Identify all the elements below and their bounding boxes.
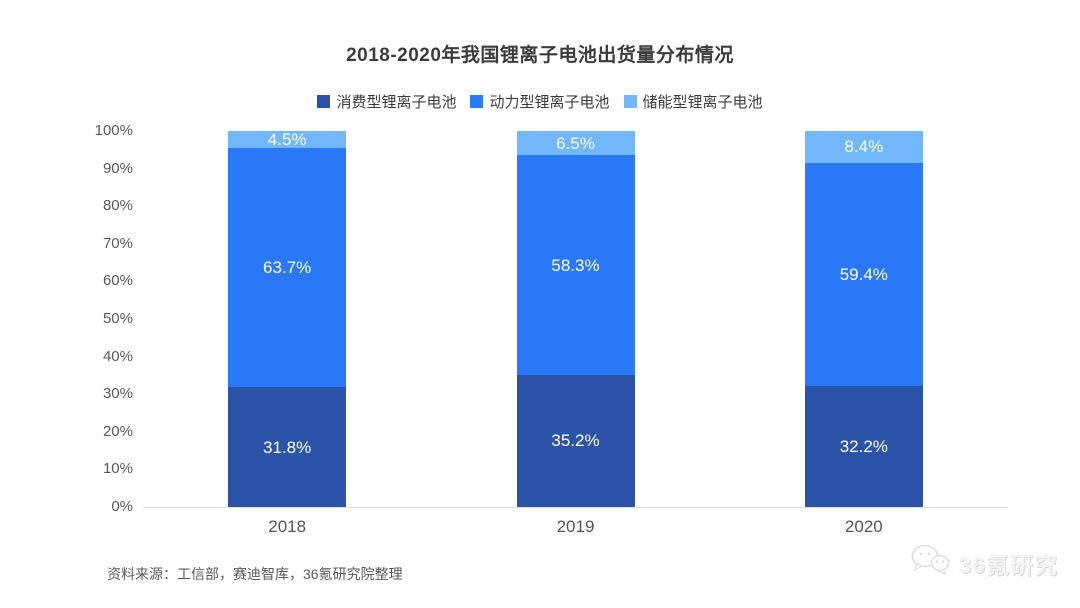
plot-area: 31.8% 63.7% 4.5% 35.2% 58.3% 6.5% 32.2% 59.4% 8.… bbox=[143, 131, 1008, 508]
bar-segment: 58.3% bbox=[516, 155, 635, 375]
y-axis-tick-label: 40% bbox=[102, 347, 133, 365]
y-axis-tick-label: 0% bbox=[111, 498, 133, 515]
watermark-label: 36氪研究 bbox=[958, 551, 1058, 578]
bar-segment: 8.4% bbox=[804, 131, 923, 163]
bar-segment-label: 63.7% bbox=[263, 258, 312, 278]
y-axis-tick-label: 90% bbox=[102, 159, 133, 177]
x-axis-label: 2018 bbox=[268, 517, 307, 536]
legend-item-2: 储能型锂离子电池 bbox=[623, 91, 763, 112]
x-axis-label: 2019 bbox=[556, 517, 595, 536]
chart-title: 2018-2020年我国锂离子电池出货量分布情况 bbox=[346, 45, 734, 66]
bar-segment-label: 58.3% bbox=[551, 255, 600, 275]
legend-label: 动力型锂离子电池 bbox=[489, 94, 610, 111]
legend-swatch-icon bbox=[317, 95, 331, 108]
bar-2018: 31.8% 63.7% 4.5% bbox=[228, 129, 347, 507]
y-axis-tick-label: 20% bbox=[102, 422, 133, 440]
y-axis-tick-label: 30% bbox=[102, 385, 133, 403]
legend-item-1: 动力型锂离子电池 bbox=[470, 91, 610, 112]
bar-segment: 59.4% bbox=[804, 162, 923, 386]
bar-segment-label: 59.4% bbox=[839, 264, 888, 284]
bar-segment: 6.5% bbox=[516, 131, 635, 156]
bar-segment-label: 32.2% bbox=[839, 436, 888, 456]
bar-segment: 32.2% bbox=[804, 385, 923, 507]
watermark: 36氪研究 bbox=[910, 543, 1058, 582]
wechat-icon bbox=[910, 543, 950, 582]
bar-segment: 63.7% bbox=[228, 147, 347, 388]
y-axis-tick-label: 10% bbox=[102, 460, 133, 478]
bar-segment-label: 35.2% bbox=[551, 431, 600, 451]
y-axis-tick-label: 50% bbox=[102, 310, 133, 327]
y-axis: 0% 10% 20% 30% 40% 50% 60% 70% 80% 90% 100% bbox=[88, 122, 133, 515]
legend-label: 消费型锂离子电池 bbox=[336, 94, 457, 111]
y-axis-tick-label: 80% bbox=[102, 197, 133, 215]
y-axis-tick-label: 70% bbox=[102, 234, 133, 252]
legend: 消费型锂离子电池 动力型锂离子电池 储能型锂离子电池 bbox=[0, 91, 1080, 112]
bar-segment-label: 31.8% bbox=[263, 437, 312, 457]
source-note: 资料来源：工信部，赛迪智库，36氪研究院整理 bbox=[107, 566, 403, 582]
legend-label: 储能型锂离子电池 bbox=[642, 94, 763, 111]
legend-swatch-icon bbox=[470, 95, 484, 108]
bar-2019: 35.2% 58.3% 6.5% bbox=[516, 131, 635, 507]
bar-segment-label: 8.4% bbox=[844, 137, 884, 157]
bar-segment: 35.2% bbox=[516, 374, 635, 507]
bar-segment-label: 6.5% bbox=[556, 133, 595, 153]
y-axis-tick-label: 60% bbox=[102, 272, 133, 290]
legend-swatch-icon bbox=[623, 95, 637, 108]
bar-segment: 31.8% bbox=[228, 387, 347, 507]
y-axis-tick-label: 100% bbox=[94, 122, 133, 139]
x-axis: 2018 2019 2020 bbox=[143, 517, 1008, 541]
bar-segment: 4.5% bbox=[228, 129, 347, 149]
x-axis-label: 2020 bbox=[844, 517, 883, 536]
legend-item-0: 消费型锂离子电池 bbox=[317, 91, 456, 112]
bar-segment-label: 4.5% bbox=[267, 129, 307, 149]
bar-2020: 32.2% 59.4% 8.4% bbox=[804, 131, 923, 507]
